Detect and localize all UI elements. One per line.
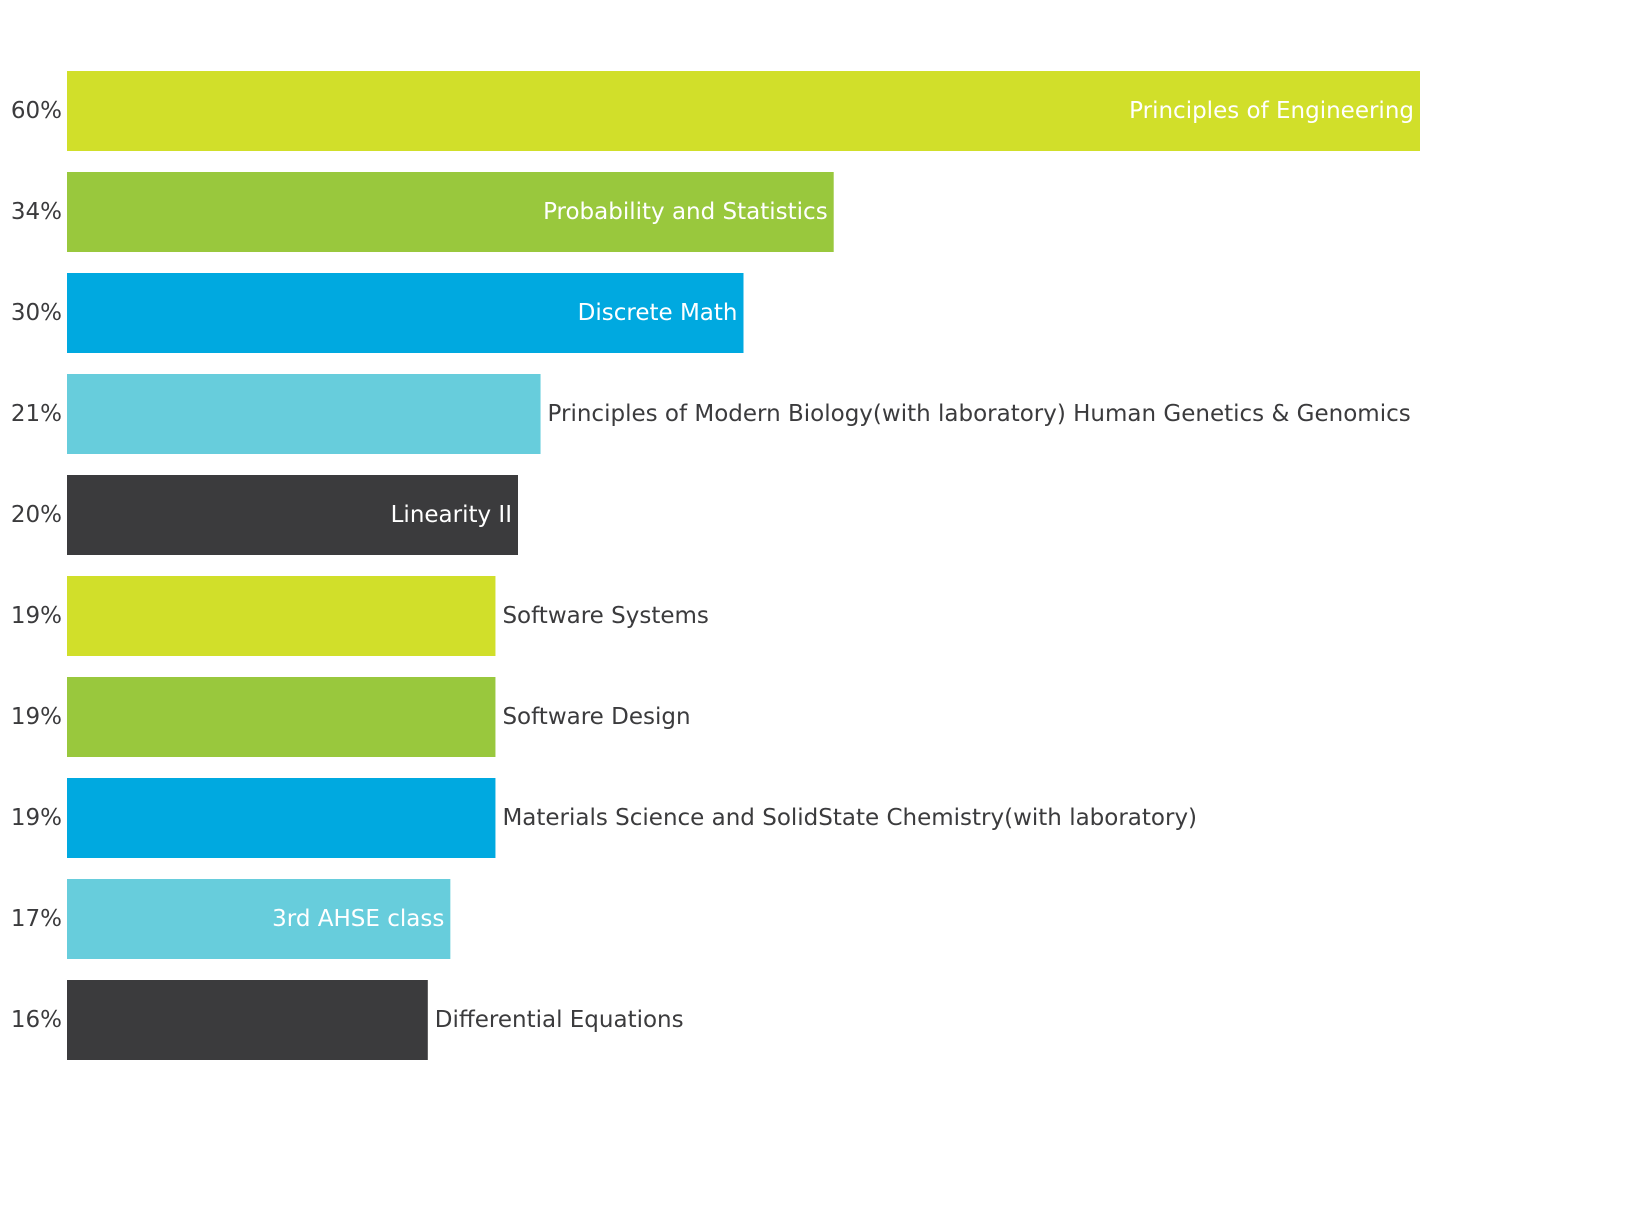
- bar-label-9: 3rd AHSE class: [272, 906, 444, 932]
- bar-label-5: Linearity II: [391, 502, 512, 528]
- tick-label-9: 17%: [11, 906, 62, 932]
- bar-label-10: Differential Equations: [435, 1007, 684, 1033]
- bars-group: [67, 71, 1420, 1060]
- tick-label-6: 19%: [11, 603, 62, 629]
- bar-5: [67, 475, 518, 555]
- bar-labels-group: Principles of Engineering Probability and…: [272, 98, 1414, 1033]
- bar-10: [67, 980, 428, 1060]
- bar-label-1: Principles of Engineering: [1129, 98, 1414, 124]
- tick-labels-group: 60% 34% 30% 21% 20% 19% 19% 19% 17% 16%: [11, 98, 62, 1033]
- tick-label-7: 19%: [11, 704, 62, 730]
- tick-label-8: 19%: [11, 805, 62, 831]
- tick-label-1: 60%: [11, 98, 62, 124]
- tick-label-2: 34%: [11, 199, 62, 225]
- bar-7: [67, 677, 496, 757]
- bar-1: [67, 71, 1420, 151]
- bar-3: [67, 273, 744, 353]
- tick-label-4: 21%: [11, 401, 62, 427]
- bar-6: [67, 576, 496, 656]
- tick-label-3: 30%: [11, 300, 62, 326]
- bar-9: [67, 879, 451, 959]
- bar-label-2: Probability and Statistics: [543, 199, 828, 225]
- bar-label-7: Software Design: [502, 704, 690, 730]
- bar-label-3: Discrete Math: [578, 300, 738, 326]
- bar-8: [67, 778, 496, 858]
- tick-label-5: 20%: [11, 502, 62, 528]
- bar-label-6: Software Systems: [502, 603, 708, 629]
- bar-label-8: Materials Science and SolidState Chemist…: [502, 805, 1197, 831]
- bar-label-4: Principles of Modern Biology(with labora…: [548, 401, 1411, 427]
- tick-label-10: 16%: [11, 1007, 62, 1033]
- bar-2: [67, 172, 834, 252]
- bar-4: [67, 374, 541, 454]
